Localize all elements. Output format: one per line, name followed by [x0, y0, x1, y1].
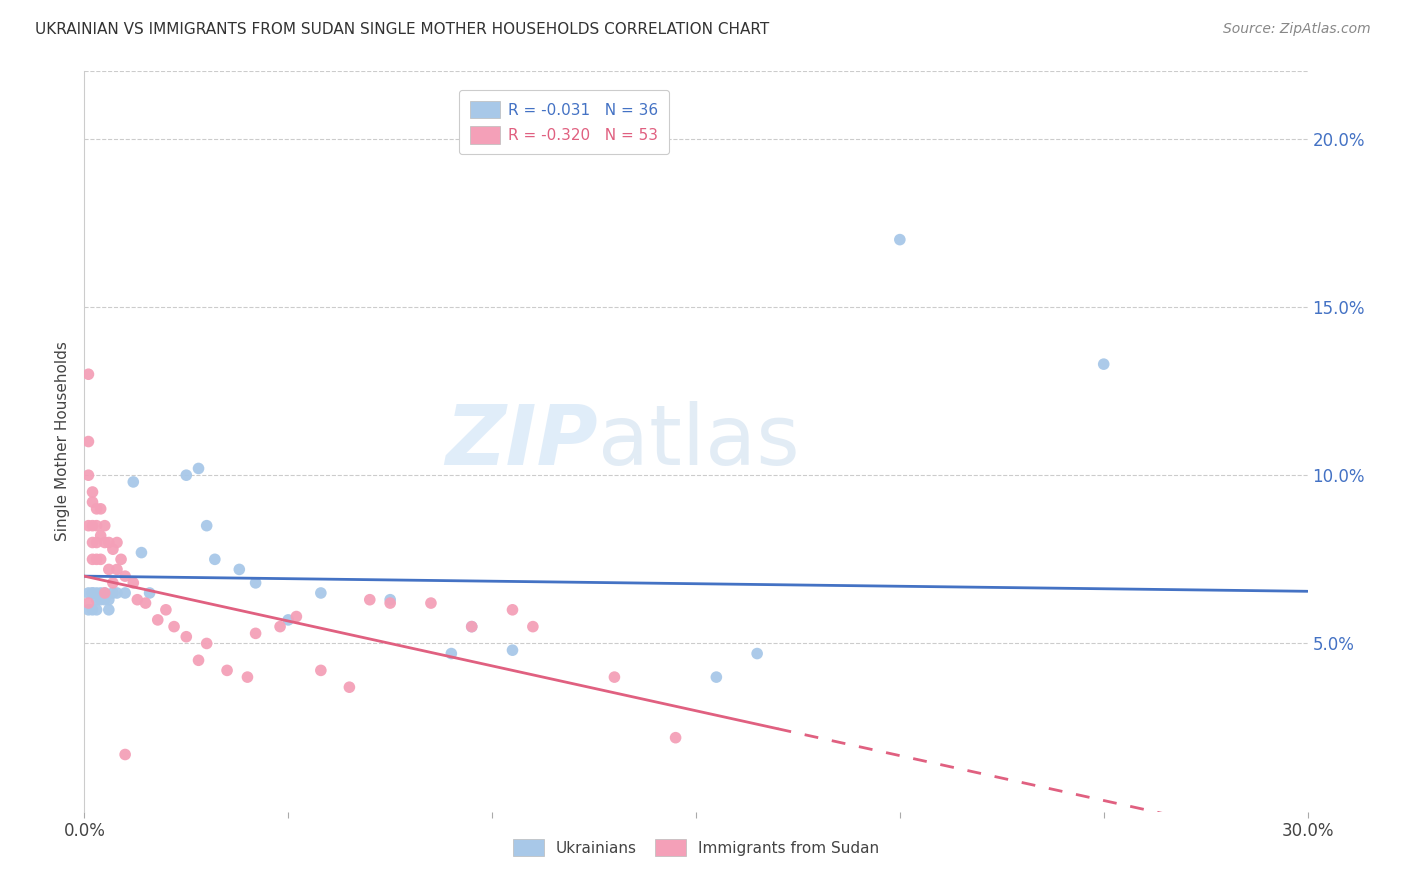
Point [97, 562, 120, 576]
Point [359, 592, 381, 607]
Point [93, 592, 115, 607]
Point [86, 501, 108, 516]
Point [138, 586, 160, 600]
Point [82, 586, 104, 600]
Point [97, 592, 120, 607]
Point [77, 596, 100, 610]
Legend: Ukrainians, Immigrants from Sudan: Ukrainians, Immigrants from Sudan [502, 828, 890, 867]
Point [77, 586, 100, 600]
Point [101, 542, 124, 557]
Point [77, 368, 100, 382]
Point [174, 630, 197, 644]
Point [86, 518, 108, 533]
Point [440, 647, 463, 661]
Point [217, 664, 239, 678]
Point [461, 619, 484, 633]
Point [236, 670, 259, 684]
Text: Source: ZipAtlas.com: Source: ZipAtlas.com [1223, 22, 1371, 37]
Point [86, 586, 108, 600]
Point [110, 552, 132, 566]
Point [1092, 357, 1115, 371]
Point [93, 518, 115, 533]
Point [101, 586, 124, 600]
Point [889, 233, 911, 247]
Point [93, 586, 115, 600]
Point [277, 613, 299, 627]
Point [122, 475, 145, 489]
Point [420, 596, 443, 610]
Point [77, 468, 100, 483]
Point [461, 619, 484, 633]
Point [77, 603, 100, 617]
Point [90, 552, 112, 566]
Y-axis label: Single Mother Households: Single Mother Households [55, 342, 70, 541]
Point [90, 501, 112, 516]
Point [82, 518, 104, 533]
Point [97, 535, 120, 549]
Point [665, 731, 688, 745]
Point [90, 586, 112, 600]
Point [97, 603, 120, 617]
Point [82, 535, 104, 549]
Point [269, 619, 291, 633]
Point [101, 575, 124, 590]
Text: atlas: atlas [598, 401, 800, 482]
Point [187, 461, 209, 475]
Point [86, 592, 108, 607]
Point [245, 626, 267, 640]
Point [114, 586, 136, 600]
Point [105, 562, 128, 576]
Point [90, 592, 112, 607]
Point [114, 569, 136, 583]
Point [114, 747, 136, 762]
Text: ZIP: ZIP [446, 401, 598, 482]
Point [146, 613, 169, 627]
Point [127, 592, 149, 607]
Point [502, 603, 524, 617]
Point [522, 619, 544, 633]
Point [122, 575, 145, 590]
Point [195, 636, 218, 650]
Point [82, 495, 104, 509]
Point [82, 603, 104, 617]
Point [86, 552, 108, 566]
Point [339, 680, 361, 694]
Point [86, 603, 108, 617]
Point [706, 670, 728, 684]
Point [309, 586, 332, 600]
Point [245, 575, 267, 590]
Point [105, 535, 128, 549]
Point [380, 596, 402, 610]
Point [380, 592, 402, 607]
Point [747, 647, 769, 661]
Point [174, 468, 197, 483]
Point [131, 545, 153, 560]
Point [77, 434, 100, 449]
Point [82, 586, 104, 600]
Point [204, 552, 226, 566]
Point [285, 609, 308, 624]
Point [82, 485, 104, 500]
Point [309, 664, 332, 678]
Point [93, 535, 115, 549]
Point [163, 619, 186, 633]
Point [77, 518, 100, 533]
Point [86, 535, 108, 549]
Point [195, 518, 218, 533]
Point [603, 670, 626, 684]
Point [90, 529, 112, 543]
Point [187, 653, 209, 667]
Point [228, 562, 250, 576]
Point [93, 586, 115, 600]
Point [105, 586, 128, 600]
Point [502, 643, 524, 657]
Text: UKRAINIAN VS IMMIGRANTS FROM SUDAN SINGLE MOTHER HOUSEHOLDS CORRELATION CHART: UKRAINIAN VS IMMIGRANTS FROM SUDAN SINGL… [35, 22, 769, 37]
Point [82, 552, 104, 566]
Point [155, 603, 177, 617]
Point [135, 596, 157, 610]
